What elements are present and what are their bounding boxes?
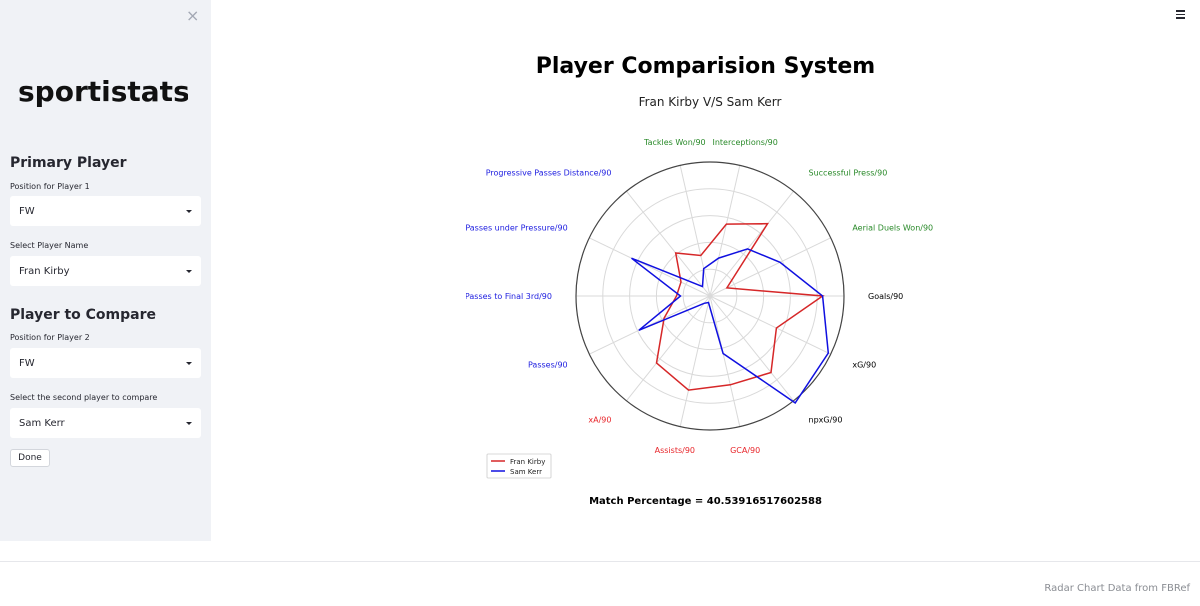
- grid-spoke: [709, 295, 831, 355]
- page-title: Player Comparision System: [535, 54, 876, 79]
- axis-label: GCA/90: [730, 446, 760, 455]
- chevron-down-icon: [186, 269, 192, 273]
- axis-label: Goals/90: [868, 292, 903, 301]
- grid-spoke: [709, 165, 741, 297]
- axis-label: Aerial Duels Won/90: [852, 223, 933, 232]
- grid-spoke: [626, 295, 711, 402]
- chevron-down-icon: [186, 209, 192, 213]
- axis-label: Assists/90: [655, 446, 695, 455]
- hamburger-menu-icon[interactable]: [1176, 10, 1185, 21]
- legend-label: Fran Kirby: [510, 458, 545, 466]
- player-to-compare-heading: Player to Compare: [10, 307, 157, 323]
- chevron-down-icon: [186, 421, 192, 425]
- axis-label: npxG/90: [809, 416, 843, 425]
- legend-box: [486, 453, 552, 479]
- close-sidebar-icon[interactable]: ×: [186, 6, 200, 25]
- axis-label: Tackles Won/90: [643, 138, 706, 147]
- chevron-down-icon: [186, 361, 192, 365]
- grid-spoke: [709, 295, 794, 402]
- grid-spoke: [679, 165, 711, 297]
- done-button[interactable]: Done: [10, 449, 50, 467]
- sportistats-logo: sportistats: [18, 75, 188, 108]
- footer-divider: [0, 561, 1200, 562]
- player2-select[interactable]: Sam Kerr: [10, 408, 201, 438]
- grid-spoke: [709, 190, 794, 297]
- player2-label: Select the second player to compare: [10, 393, 158, 402]
- series-line-1: [631, 248, 830, 404]
- position2-select[interactable]: FW: [10, 348, 201, 378]
- position1-label: Position for Player 1: [10, 182, 90, 191]
- axis-label: Progressive Passes Distance/90: [486, 168, 612, 177]
- axis-label: Interceptions/90: [712, 138, 777, 147]
- grid-spoke: [626, 190, 711, 297]
- primary-player-heading: Primary Player: [10, 155, 127, 171]
- position1-value: FW: [19, 205, 35, 217]
- svg-text:sportistats: sportistats: [18, 75, 188, 108]
- legend-label: Sam Kerr: [510, 468, 542, 476]
- position2-label: Position for Player 2: [10, 333, 90, 342]
- player2-value: Sam Kerr: [19, 417, 65, 429]
- axis-label: xG/90: [852, 361, 876, 370]
- axis-label: xA/90: [588, 416, 611, 425]
- axis-label: Successful Press/90: [809, 168, 888, 177]
- grid-spoke: [589, 237, 711, 297]
- grid-spoke: [709, 295, 741, 427]
- sidebar: × sportistats Primary Player Position fo…: [0, 0, 211, 541]
- chart-title: Fran Kirby V/S Sam Kerr: [639, 95, 782, 109]
- axis-label: Passes under Pressure/90: [466, 223, 568, 232]
- axis-label: Passes/90: [528, 361, 568, 370]
- grid-spoke: [709, 237, 831, 297]
- position2-value: FW: [19, 357, 35, 369]
- radar-chart: Fran Kirby V/S Sam Kerr Goals/90 xG/90 npxG…: [466, 95, 933, 479]
- player1-select[interactable]: Fran Kirby: [10, 256, 201, 286]
- axis-label: Passes to Final 3rd/90: [466, 292, 552, 301]
- match-percentage: Match Percentage = 40.53916517602588: [589, 496, 822, 507]
- outer-circle: [575, 161, 845, 431]
- player1-value: Fran Kirby: [19, 265, 70, 277]
- position1-select[interactable]: FW: [10, 196, 201, 226]
- player1-label: Select Player Name: [10, 241, 89, 250]
- grid-spoke: [679, 295, 711, 427]
- footer-credit: Radar Chart Data from FBRef: [1044, 583, 1190, 594]
